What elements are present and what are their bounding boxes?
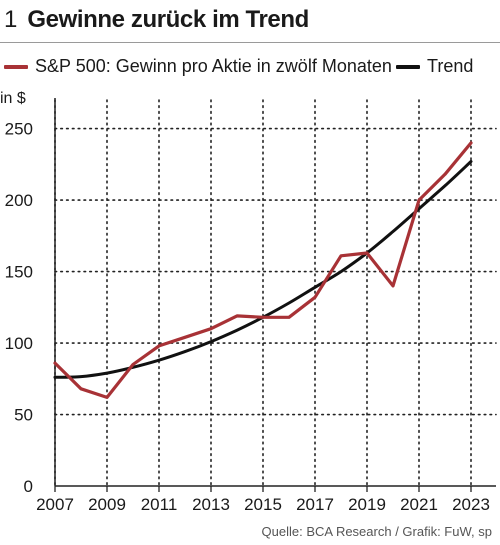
x-tick-label-2015: 2015 bbox=[244, 495, 282, 514]
axes bbox=[54, 98, 496, 492]
x-tick-label-2017: 2017 bbox=[296, 495, 334, 514]
x-tick-label-2009: 2009 bbox=[88, 495, 126, 514]
x-tick-label-2023: 2023 bbox=[452, 495, 490, 514]
x-tick-label-2019: 2019 bbox=[348, 495, 386, 514]
title-divider bbox=[0, 42, 500, 43]
series bbox=[53, 141, 473, 399]
legend-swatch-eps bbox=[4, 64, 28, 69]
gridlines bbox=[54, 99, 497, 487]
legend-swatch-trend bbox=[396, 64, 420, 69]
tick-labels: 0 50 100 150 200 250 2007 2009 2011 2013 2015 2017 2… bbox=[5, 120, 490, 514]
series-line-eps bbox=[53, 141, 473, 399]
x-tick-label-2013: 2013 bbox=[192, 495, 230, 514]
x-tick-label-2007: 2007 bbox=[36, 495, 74, 514]
legend-item-eps: S&P 500: Gewinn pro Aktie in zwölf Monat… bbox=[4, 56, 392, 77]
y-axis-unit: in $ bbox=[0, 90, 26, 107]
legend-label-trend: Trend bbox=[427, 56, 474, 76]
x-tick-label-2021: 2021 bbox=[400, 495, 438, 514]
y-tick-label-100: 100 bbox=[5, 334, 33, 353]
y-tick-label-0: 0 bbox=[24, 477, 33, 496]
x-tick-label-2011: 2011 bbox=[141, 495, 178, 514]
chart-title: Gewinne zurück im Trend bbox=[27, 6, 309, 33]
legend-label-eps: S&P 500: Gewinn pro Aktie in zwölf Monat… bbox=[35, 56, 392, 76]
y-tick-label-250: 250 bbox=[5, 120, 33, 139]
chart-legend: S&P 500: Gewinn pro Aktie in zwölf Monat… bbox=[0, 56, 500, 80]
figure-number: 1 bbox=[4, 6, 18, 33]
y-tick-label-200: 200 bbox=[5, 191, 33, 210]
legend-item-trend: Trend bbox=[396, 56, 473, 77]
chart-header: 1 Gewinne zurück im Trend bbox=[4, 6, 309, 36]
y-tick-label-150: 150 bbox=[5, 263, 33, 282]
source-note: Quelle: BCA Research / Grafik: FuW, sp bbox=[261, 524, 492, 539]
y-tick-label-50: 50 bbox=[14, 406, 33, 425]
